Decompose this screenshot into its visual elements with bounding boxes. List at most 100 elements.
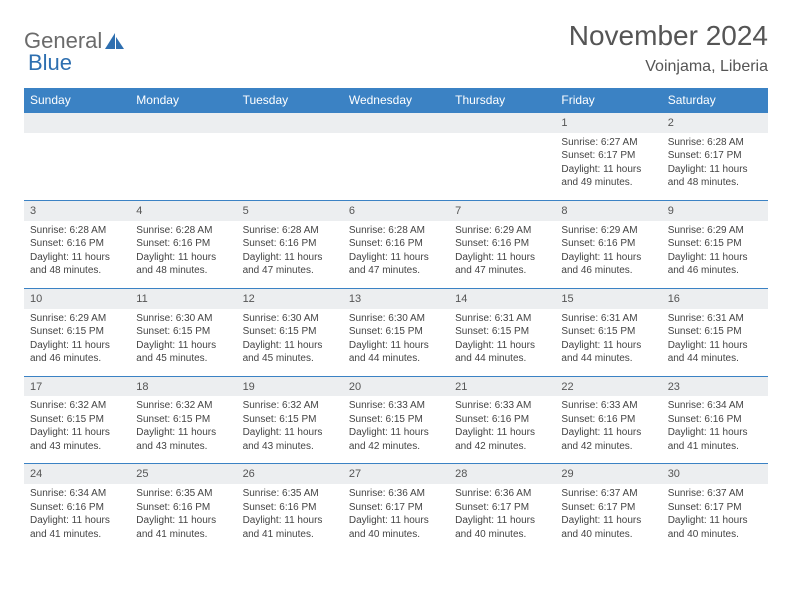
day-number: 7 <box>449 201 555 221</box>
sunrise-text: Sunrise: 6:34 AM <box>30 487 124 501</box>
day-content <box>130 133 236 185</box>
calendar-day-cell <box>449 113 555 201</box>
day-number: 26 <box>237 464 343 484</box>
sunrise-text: Sunrise: 6:29 AM <box>30 312 124 326</box>
day-number: 13 <box>343 289 449 309</box>
calendar-table: SundayMondayTuesdayWednesdayThursdayFrid… <box>24 88 768 551</box>
calendar-day-cell: 5Sunrise: 6:28 AMSunset: 6:16 PMDaylight… <box>237 200 343 288</box>
sunrise-text: Sunrise: 6:32 AM <box>136 399 230 413</box>
day-number: 22 <box>555 377 661 397</box>
day-number: 25 <box>130 464 236 484</box>
day-number: 21 <box>449 377 555 397</box>
daylight-text: Daylight: 11 hours and 44 minutes. <box>349 339 443 366</box>
sunrise-text: Sunrise: 6:29 AM <box>668 224 762 238</box>
day-number: 10 <box>24 289 130 309</box>
daylight-text: Daylight: 11 hours and 46 minutes. <box>561 251 655 278</box>
sunrise-text: Sunrise: 6:35 AM <box>136 487 230 501</box>
sail-icon <box>104 31 126 51</box>
title-block: November 2024 Voinjama, Liberia <box>569 20 768 76</box>
day-number: 18 <box>130 377 236 397</box>
day-content: Sunrise: 6:29 AMSunset: 6:15 PMDaylight:… <box>662 221 768 288</box>
day-content: Sunrise: 6:29 AMSunset: 6:16 PMDaylight:… <box>449 221 555 288</box>
sunset-text: Sunset: 6:16 PM <box>30 501 124 515</box>
calendar-day-cell: 27Sunrise: 6:36 AMSunset: 6:17 PMDayligh… <box>343 464 449 551</box>
day-content: Sunrise: 6:37 AMSunset: 6:17 PMDaylight:… <box>555 484 661 551</box>
calendar-day-cell <box>24 113 130 201</box>
sunset-text: Sunset: 6:16 PM <box>349 237 443 251</box>
day-number: 17 <box>24 377 130 397</box>
calendar-day-cell: 22Sunrise: 6:33 AMSunset: 6:16 PMDayligh… <box>555 376 661 464</box>
day-content: Sunrise: 6:31 AMSunset: 6:15 PMDaylight:… <box>555 309 661 376</box>
day-content: Sunrise: 6:29 AMSunset: 6:15 PMDaylight:… <box>24 309 130 376</box>
sunset-text: Sunset: 6:15 PM <box>136 325 230 339</box>
sunrise-text: Sunrise: 6:31 AM <box>668 312 762 326</box>
sunset-text: Sunset: 6:16 PM <box>455 237 549 251</box>
sunrise-text: Sunrise: 6:33 AM <box>455 399 549 413</box>
sunset-text: Sunset: 6:15 PM <box>349 325 443 339</box>
day-content: Sunrise: 6:37 AMSunset: 6:17 PMDaylight:… <box>662 484 768 551</box>
calendar-week-row: 1Sunrise: 6:27 AMSunset: 6:17 PMDaylight… <box>24 113 768 201</box>
sunset-text: Sunset: 6:17 PM <box>668 149 762 163</box>
sunset-text: Sunset: 6:15 PM <box>30 325 124 339</box>
sunset-text: Sunset: 6:15 PM <box>668 325 762 339</box>
day-number: 27 <box>343 464 449 484</box>
sunrise-text: Sunrise: 6:37 AM <box>561 487 655 501</box>
calendar-day-cell: 25Sunrise: 6:35 AMSunset: 6:16 PMDayligh… <box>130 464 236 551</box>
calendar-week-row: 24Sunrise: 6:34 AMSunset: 6:16 PMDayligh… <box>24 464 768 551</box>
sunrise-text: Sunrise: 6:30 AM <box>243 312 337 326</box>
daylight-text: Daylight: 11 hours and 42 minutes. <box>349 426 443 453</box>
day-content <box>449 133 555 185</box>
calendar-day-cell: 15Sunrise: 6:31 AMSunset: 6:15 PMDayligh… <box>555 288 661 376</box>
sunrise-text: Sunrise: 6:28 AM <box>349 224 443 238</box>
day-content: Sunrise: 6:35 AMSunset: 6:16 PMDaylight:… <box>237 484 343 551</box>
calendar-day-cell: 9Sunrise: 6:29 AMSunset: 6:15 PMDaylight… <box>662 200 768 288</box>
daylight-text: Daylight: 11 hours and 48 minutes. <box>30 251 124 278</box>
calendar-day-cell: 8Sunrise: 6:29 AMSunset: 6:16 PMDaylight… <box>555 200 661 288</box>
day-number: 29 <box>555 464 661 484</box>
day-number: 1 <box>555 113 661 133</box>
sunrise-text: Sunrise: 6:31 AM <box>561 312 655 326</box>
day-number: 30 <box>662 464 768 484</box>
sunset-text: Sunset: 6:15 PM <box>243 413 337 427</box>
daylight-text: Daylight: 11 hours and 44 minutes. <box>668 339 762 366</box>
brand-name-2: Blue <box>28 50 72 76</box>
daylight-text: Daylight: 11 hours and 40 minutes. <box>455 514 549 541</box>
day-number: 23 <box>662 377 768 397</box>
day-number: 19 <box>237 377 343 397</box>
day-number: 2 <box>662 113 768 133</box>
brand-logo: General <box>24 20 126 54</box>
day-content: Sunrise: 6:34 AMSunset: 6:16 PMDaylight:… <box>24 484 130 551</box>
daylight-text: Daylight: 11 hours and 45 minutes. <box>243 339 337 366</box>
daylight-text: Daylight: 11 hours and 47 minutes. <box>455 251 549 278</box>
day-content: Sunrise: 6:31 AMSunset: 6:15 PMDaylight:… <box>449 309 555 376</box>
sunset-text: Sunset: 6:16 PM <box>136 237 230 251</box>
day-number: 28 <box>449 464 555 484</box>
daylight-text: Daylight: 11 hours and 42 minutes. <box>561 426 655 453</box>
daylight-text: Daylight: 11 hours and 44 minutes. <box>561 339 655 366</box>
sunrise-text: Sunrise: 6:29 AM <box>455 224 549 238</box>
daylight-text: Daylight: 11 hours and 40 minutes. <box>561 514 655 541</box>
daylight-text: Daylight: 11 hours and 40 minutes. <box>668 514 762 541</box>
sunrise-text: Sunrise: 6:31 AM <box>455 312 549 326</box>
calendar-day-cell: 19Sunrise: 6:32 AMSunset: 6:15 PMDayligh… <box>237 376 343 464</box>
sunset-text: Sunset: 6:15 PM <box>668 237 762 251</box>
sunset-text: Sunset: 6:16 PM <box>668 413 762 427</box>
day-content: Sunrise: 6:28 AMSunset: 6:17 PMDaylight:… <box>662 133 768 200</box>
daylight-text: Daylight: 11 hours and 47 minutes. <box>243 251 337 278</box>
sunrise-text: Sunrise: 6:35 AM <box>243 487 337 501</box>
calendar-day-cell: 4Sunrise: 6:28 AMSunset: 6:16 PMDaylight… <box>130 200 236 288</box>
sunrise-text: Sunrise: 6:30 AM <box>136 312 230 326</box>
day-header: Wednesday <box>343 88 449 113</box>
day-number <box>237 113 343 133</box>
sunset-text: Sunset: 6:17 PM <box>349 501 443 515</box>
sunset-text: Sunset: 6:17 PM <box>561 149 655 163</box>
page-header: General November 2024 Voinjama, Liberia <box>24 20 768 76</box>
sunrise-text: Sunrise: 6:36 AM <box>455 487 549 501</box>
daylight-text: Daylight: 11 hours and 46 minutes. <box>668 251 762 278</box>
calendar-day-cell: 12Sunrise: 6:30 AMSunset: 6:15 PMDayligh… <box>237 288 343 376</box>
day-content <box>237 133 343 185</box>
calendar-day-cell: 3Sunrise: 6:28 AMSunset: 6:16 PMDaylight… <box>24 200 130 288</box>
daylight-text: Daylight: 11 hours and 41 minutes. <box>136 514 230 541</box>
sunrise-text: Sunrise: 6:28 AM <box>668 136 762 150</box>
day-number: 16 <box>662 289 768 309</box>
